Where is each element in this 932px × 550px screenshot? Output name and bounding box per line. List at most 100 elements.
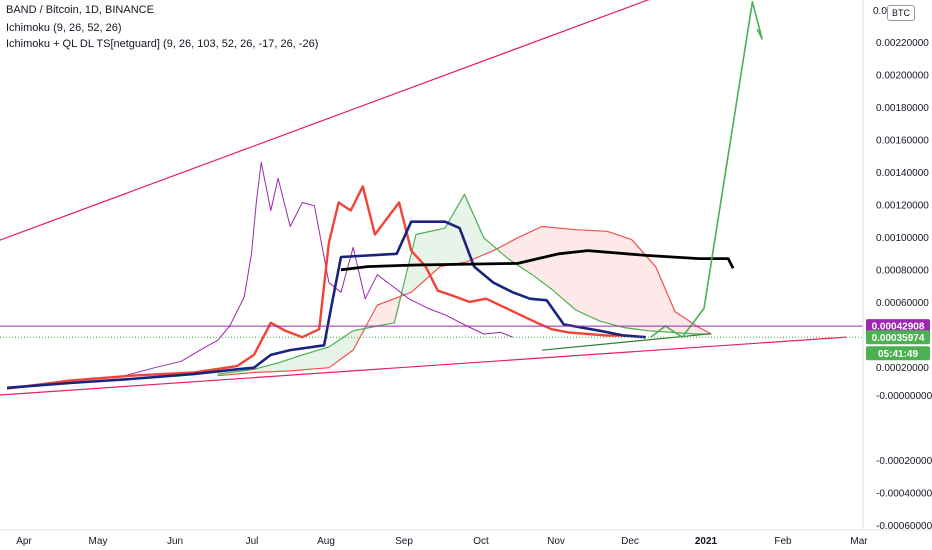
- cloud-slice: [681, 315, 684, 334]
- cloud-slice: [383, 302, 386, 325]
- cloud-slice: [423, 232, 426, 282]
- cloud-slice: [395, 298, 398, 318]
- cloud-slice: [247, 370, 250, 374]
- cloud-slice: [519, 236, 522, 267]
- cloud-slice: [529, 232, 532, 273]
- cloud-slice: [237, 371, 240, 374]
- time-axis[interactable]: Apr May Jun Jul Aug Sep Oct Nov Dec 2021 Feb Mar: [16, 536, 868, 547]
- cloud-slice: [317, 350, 320, 369]
- currency-badge[interactable]: BTC: [887, 5, 915, 21]
- cloud-slice: [539, 227, 542, 281]
- indicator-lines: [0, 0, 847, 396]
- cloud-slice: [257, 368, 260, 373]
- cloud-slice: [353, 330, 356, 350]
- cloud-slice: [311, 352, 314, 370]
- cloud-slice: [289, 359, 292, 371]
- cloud-slice: [665, 289, 668, 332]
- cloud-slice: [619, 235, 622, 327]
- cloud-slice: [239, 371, 242, 374]
- cloud-slice: [249, 369, 252, 373]
- cloud-slice: [265, 366, 268, 373]
- cloud-slice: [489, 242, 492, 253]
- cloud-slice: [523, 235, 526, 269]
- horizontal-levels: [0, 325, 863, 338]
- cloud-slice: [483, 237, 486, 255]
- time-tick-label: Apr: [16, 536, 32, 547]
- cloud-slice: [275, 363, 278, 372]
- time-tick-label: Dec: [621, 536, 639, 547]
- cloud-slice: [677, 313, 680, 333]
- cloud-slice: [627, 238, 630, 329]
- cloud-slice: [321, 349, 324, 369]
- cloud-slice: [661, 280, 664, 332]
- cloud-slice: [345, 335, 348, 356]
- cloud-slice: [609, 232, 612, 324]
- cloud-slice: [525, 234, 528, 271]
- cloud-slice: [625, 237, 628, 328]
- cloud-slice: [567, 228, 570, 303]
- cloud-slice: [477, 223, 480, 258]
- cloud-slice: [521, 235, 524, 268]
- cloud-slice: [563, 228, 566, 300]
- price-axis[interactable]: 0.00220000 0.00200000 0.00180000 0.00160000…: [873, 6, 932, 550]
- price-tick-label: 0.00120000: [876, 201, 929, 212]
- cloud-slice: [689, 321, 692, 334]
- cloud-slice: [569, 229, 572, 305]
- cloud-slice: [655, 266, 658, 332]
- symbol-title[interactable]: BAND / Bitcoin, 1D, BINANCE: [6, 4, 154, 16]
- cloud-slice: [449, 220, 452, 265]
- cloud-slice: [645, 255, 648, 331]
- cloud-slice: [245, 370, 248, 374]
- kijun-sen-line: [7, 220, 646, 390]
- cloud-slice: [241, 370, 244, 374]
- cloud-slice: [683, 317, 686, 334]
- price-tick-label: -0.00020000: [876, 456, 932, 467]
- cloud-slice: [283, 361, 286, 372]
- cloud-slice: [267, 365, 270, 372]
- cloud-slice: [667, 294, 670, 333]
- cloud-slice: [333, 343, 336, 365]
- cloud-slice: [369, 319, 372, 328]
- cloud-slice: [633, 241, 636, 329]
- cloud-slice: [485, 239, 488, 254]
- ichimoku-cloud: [217, 195, 712, 376]
- cloud-slice: [693, 323, 696, 334]
- cloud-slice: [541, 226, 544, 282]
- cloud-slice: [673, 308, 676, 333]
- cloud-slice: [413, 244, 416, 291]
- cloud-slice: [509, 242, 512, 260]
- cloud-slice: [433, 230, 436, 273]
- cloud-slice: [467, 201, 470, 262]
- cloud-slice: [261, 367, 264, 373]
- cloud-slice: [641, 250, 644, 330]
- cloud-slice: [409, 260, 412, 293]
- bar-countdown-badge-text: 05:41:49: [878, 349, 918, 360]
- cloud-slice: [347, 334, 350, 355]
- cloud-slice: [571, 229, 574, 307]
- cloud-slice: [337, 341, 340, 362]
- cloud-slice: [403, 284, 406, 296]
- cloud-slice: [299, 355, 302, 371]
- cloud-slice: [329, 346, 332, 368]
- indicator-ichimoku-legend[interactable]: Ichimoku (9, 26, 52, 26): [6, 22, 122, 34]
- cloud-slice: [221, 373, 224, 376]
- price-tick-label: 0.00180000: [876, 103, 929, 114]
- indicator-custom-legend[interactable]: Ichimoku + QL DL TS[netguard] (9, 26, 10…: [6, 38, 319, 50]
- cloud-slice: [497, 248, 500, 250]
- cloud-slice: [621, 236, 624, 327]
- cloud-slice: [453, 213, 456, 265]
- cloud-slice: [451, 216, 454, 265]
- cloud-slice: [675, 311, 678, 333]
- cloud-slice: [371, 315, 374, 328]
- cloud-slice: [623, 236, 626, 328]
- cloud-slice: [697, 326, 700, 335]
- cloud-slice: [327, 347, 330, 368]
- cloud-slice: [583, 230, 586, 314]
- cloud-slice: [281, 361, 284, 372]
- cloud-slice: [233, 372, 236, 375]
- cloud-slice: [431, 231, 434, 275]
- cloud-slice: [601, 231, 604, 322]
- price-tick-label: 0.00200000: [876, 71, 929, 82]
